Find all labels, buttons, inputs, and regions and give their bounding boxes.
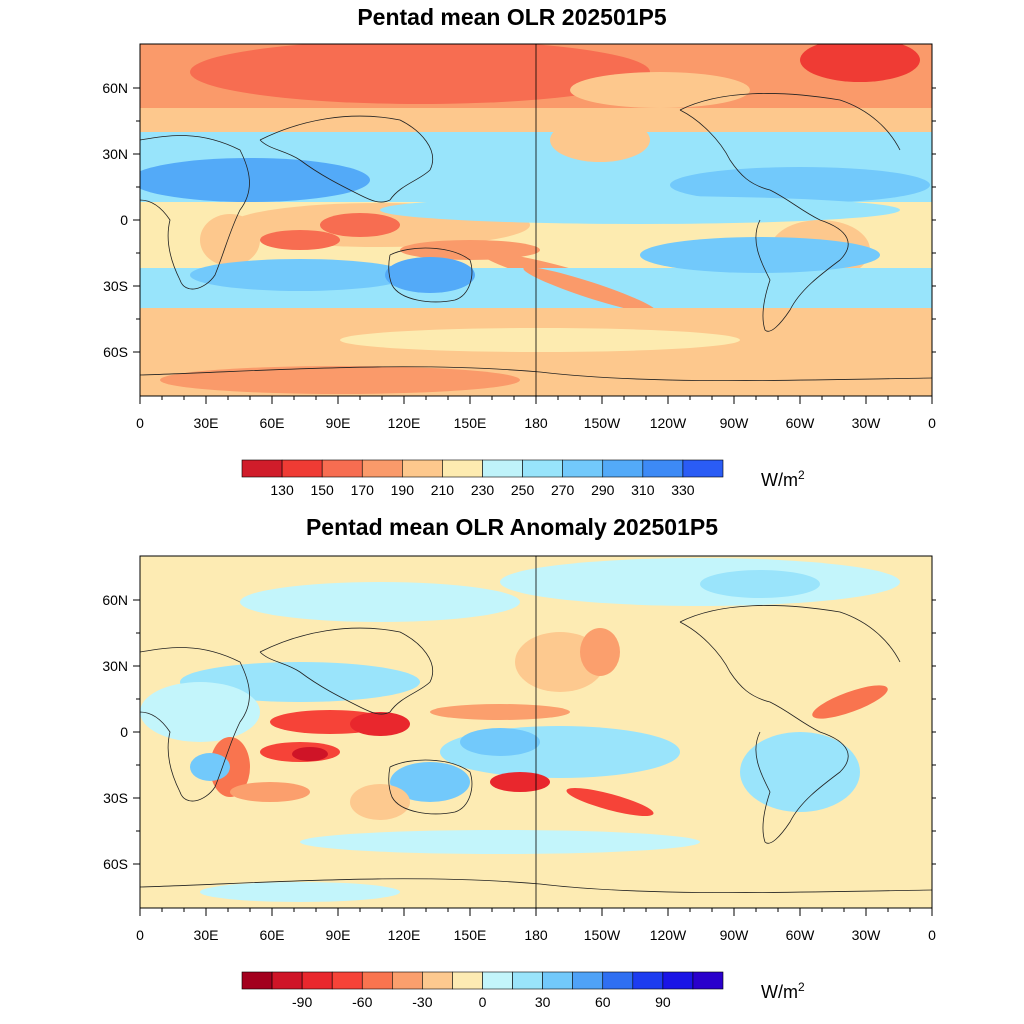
colorbar-swatch [522,459,563,478]
panel2-colorbar-unit: W/m2 [761,980,805,1002]
colorbar-label: 190 [391,482,415,498]
colorbar-swatch [632,971,664,990]
colorbar-label: 30 [535,994,551,1010]
lat-tick-label: 30S [103,790,128,806]
panel1-colorbar-unit: W/m2 [761,468,805,490]
colorbar-label: 150 [310,482,334,498]
colorbar-label: 210 [431,482,455,498]
lon-tick-label: 90W [720,415,750,431]
colorbar-label: -30 [412,994,432,1010]
colorbar-swatch [452,971,483,990]
colorbar-label: 250 [511,482,535,498]
lon-tick-label: 180 [524,927,548,943]
panel2-colorbar: -90 -60 -30 0 30 60 90 [241,971,724,1010]
lat-tick-label: 0 [120,212,128,228]
panel2-anomaly-field [140,556,932,908]
lat-tick-label: 60N [102,80,128,96]
colorbar-label: 170 [351,482,375,498]
colorbar-swatch [442,459,483,478]
panel2-lon-axis: 0 30E 60E 90E 120E 150E 180 150W 120W 90W 60W 30W 0 [136,908,936,943]
colorbar-label: -90 [292,994,312,1010]
colorbar-swatch [361,971,393,990]
panel2-title: Pentad mean OLR Anomaly 202501P5 [305,514,719,540]
colorbar-swatch [321,459,363,478]
lon-tick-label: 60E [260,927,285,943]
panel1-olr-field [140,44,932,396]
lon-tick-label: 0 [136,927,144,943]
colorbar-label: 270 [551,482,575,498]
lon-tick-label: 120W [650,415,687,431]
colorbar-label: 310 [631,482,655,498]
panel1-title: Pentad mean OLR 202501P5 [357,4,667,30]
colorbar-swatch [642,459,684,478]
panel1-lat-axis: 60N 30N 0 30S 60S [102,80,936,360]
panel1-map-figure: 60N 30N 0 30S 60S 0 30E 60E 90E 120E 150E 180 150W 1… [102,43,936,498]
lat-tick-label: 30N [102,658,128,674]
colorbar-swatch [482,459,523,478]
colorbar-swatch [301,971,333,990]
lon-tick-label: 60E [260,415,285,431]
lon-tick-label: 150W [584,415,621,431]
lon-tick-label: 90W [720,927,750,943]
panel2-lat-axis: 60N 30N 0 30S 60S [102,592,936,872]
panel2-coastlines [140,605,932,894]
panel1-colorbar: 130 150 170 190 210 230 250 270 290 310 330 [241,459,724,498]
lon-tick-label: 150E [454,927,487,943]
colorbar-swatch [692,971,724,990]
colorbar-swatch [402,459,443,478]
colorbar-label: 330 [671,482,695,498]
lon-tick-label: 150E [454,415,487,431]
lat-tick-label: 30N [102,146,128,162]
lat-tick-label: 0 [120,724,128,740]
lat-tick-label: 60S [103,856,128,872]
colorbar-swatch [542,971,573,990]
lat-tick-label: 60S [103,344,128,360]
lon-tick-label: 30W [852,415,882,431]
colorbar-label: 230 [471,482,495,498]
panel1-lon-axis: 0 30E 60E 90E 120E 150E 180 150W 120W 90W 60W 30W 0 [136,396,936,431]
lon-tick-label: 30E [194,927,219,943]
colorbar-swatch [602,971,634,990]
colorbar-swatch [241,971,273,990]
colorbar-label: 130 [270,482,294,498]
lon-tick-label: 120E [388,415,421,431]
lon-tick-label: 0 [928,415,936,431]
colorbar-swatch [331,971,363,990]
colorbar-swatch [562,459,604,478]
colorbar-label: 90 [655,994,671,1010]
lat-tick-label: 60N [102,592,128,608]
colorbar-swatch [662,971,694,990]
colorbar-swatch [512,971,543,990]
colorbar-swatch [361,459,403,478]
colorbar-label: 290 [591,482,615,498]
colorbar-label: -60 [352,994,372,1010]
colorbar-swatch [281,459,323,478]
colorbar-swatch [241,459,283,478]
panel1-coastlines [140,93,932,382]
lon-tick-label: 60W [786,415,816,431]
lon-tick-label: 150W [584,927,621,943]
colorbar-label: 60 [595,994,611,1010]
lon-tick-label: 0 [136,415,144,431]
colorbar-swatch [422,971,453,990]
lon-tick-label: 30W [852,927,882,943]
colorbar-swatch [682,459,724,478]
lon-tick-label: 120E [388,927,421,943]
colorbar-swatch [572,971,604,990]
colorbar-label: 0 [479,994,487,1010]
lon-tick-label: 90E [326,927,351,943]
panel2-map-figure: 60N 30N 0 30S 60S 0 30E 60E 90E 120E 150E 180 150W 1… [102,555,936,1010]
colorbar-swatch [482,971,513,990]
colorbar-swatch [271,971,303,990]
lon-tick-label: 30E [194,415,219,431]
lon-tick-label: 120W [650,927,687,943]
lon-tick-label: 0 [928,927,936,943]
lon-tick-label: 90E [326,415,351,431]
colorbar-swatch [602,459,644,478]
lon-tick-label: 60W [786,927,816,943]
colorbar-swatch [392,971,423,990]
lat-tick-label: 30S [103,278,128,294]
lon-tick-label: 180 [524,415,548,431]
